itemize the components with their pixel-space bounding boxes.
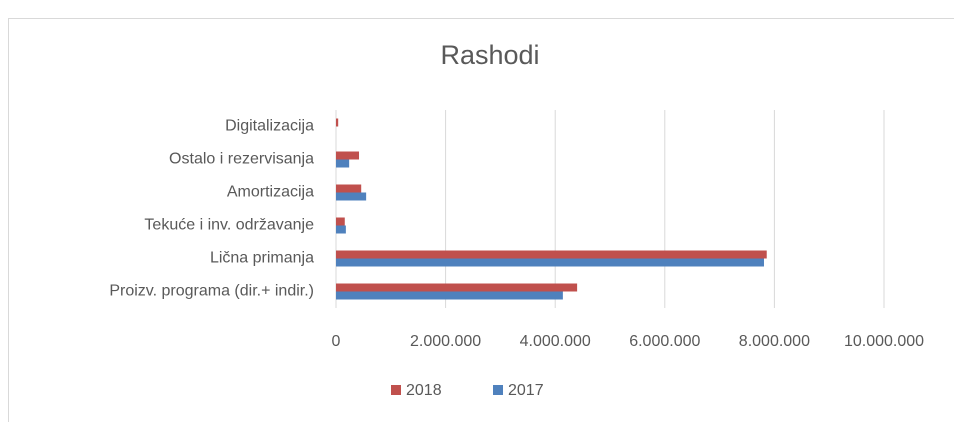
bar [336, 225, 346, 234]
bar [336, 159, 350, 168]
x-tick-label: 10.000.000 [844, 333, 924, 350]
chart-title: Rashodi [440, 40, 539, 70]
x-tick-label: 6.000.000 [629, 333, 700, 350]
x-tick-label: 4.000.000 [520, 333, 591, 350]
bar [336, 250, 767, 259]
y-tick-label: Proizv. programa (dir.+ indir.) [109, 283, 314, 300]
y-tick-label: Amortizacija [227, 184, 314, 201]
y-tick-label: Ostalo i rezervisanja [169, 151, 314, 168]
bar [336, 283, 578, 292]
legend-label: 2017 [508, 382, 544, 399]
y-tick-label: Digitalizacija [225, 118, 314, 135]
legend-swatch [391, 385, 401, 395]
bar [336, 118, 339, 127]
bar [336, 258, 764, 267]
bar [336, 151, 360, 160]
y-tick-label: Lična primanja [210, 250, 314, 267]
legend-label: 2018 [406, 382, 442, 399]
x-tick-label: 8.000.000 [739, 333, 810, 350]
bar [336, 291, 563, 300]
chart-frame [8, 18, 954, 422]
bar [336, 217, 345, 226]
legend-swatch [493, 385, 503, 395]
bar [336, 192, 367, 201]
bar [336, 184, 362, 193]
x-tick-label: 0 [332, 333, 341, 350]
y-tick-label: Tekuće i inv. održavanje [144, 217, 314, 234]
x-tick-label: 2.000.000 [410, 333, 481, 350]
